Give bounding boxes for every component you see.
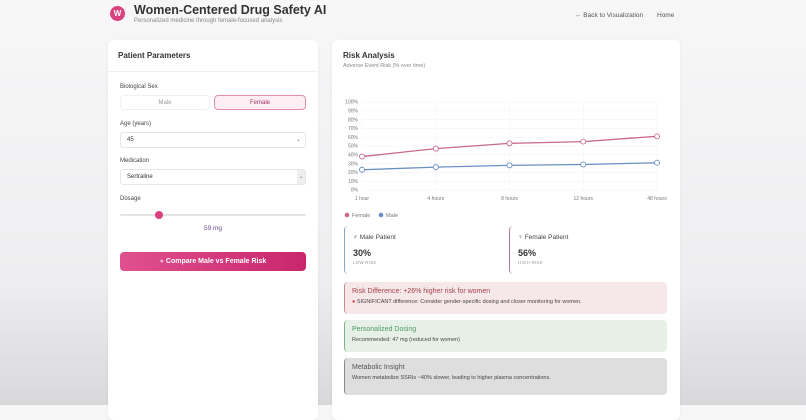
male-card-label: Male Patient [359, 234, 396, 241]
x-tick-label: 12 hours [574, 196, 594, 202]
male-icon: ♂ [353, 234, 360, 241]
female-risk-level: HIGH RISK [518, 260, 543, 265]
insight-text: Women metabolize SSRIs ~40% slower, lead… [352, 375, 551, 381]
female-card-label: Female Patient [524, 234, 569, 241]
x-tick-label: 48 hours [647, 196, 667, 202]
y-tick-label: 80% [348, 117, 359, 123]
dosing-text: Recommended: 47 mg (reduced for women) [352, 337, 460, 343]
dosage-value: 59 mg [203, 225, 223, 232]
data-point-female [359, 153, 365, 160]
y-tick-label: 20% [348, 170, 359, 176]
medication-label: Medication [120, 158, 150, 164]
x-tick-label: 1 hour [355, 196, 370, 202]
y-tick-label: 40% [348, 153, 359, 159]
risk-difference-text: SIGNIFICANT difference: Consider gender-… [356, 299, 582, 305]
y-tick-label: 60% [348, 135, 359, 141]
y-tick-label: 10% [348, 179, 359, 185]
chevron-down-icon: ⌄ [297, 170, 305, 184]
dosage-slider[interactable] [120, 211, 306, 219]
compare-button-label: Compare Male vs Female Risk [165, 258, 267, 265]
risk-title: Risk Analysis [343, 51, 395, 60]
slider-thumb[interactable] [155, 211, 164, 219]
x-tick-label: 4 hours [427, 196, 444, 202]
sex-option-female[interactable]: Female [214, 95, 306, 110]
risk-difference-title: Risk Difference: +26% higher risk for wo… [352, 288, 491, 295]
data-point-male [580, 161, 587, 168]
data-point-male [359, 166, 365, 173]
male-risk-level: LOW RISK [353, 260, 377, 265]
sex-label: Biological Sex [120, 84, 158, 90]
y-tick-label: 100% [345, 100, 358, 106]
data-point-female [506, 140, 513, 147]
insight-title: Metabolic Insight [352, 364, 405, 371]
home-link[interactable]: Home [657, 12, 675, 19]
y-tick-label: 90% [348, 109, 359, 115]
dosing-title: Personalized Dosing [352, 326, 417, 333]
sex-option-male[interactable]: Male [120, 95, 210, 110]
data-point-male [506, 162, 513, 169]
medication-value: Sertraline [127, 174, 153, 180]
data-point-female [580, 138, 587, 145]
male-risk-value: 30% [353, 248, 372, 258]
male-patient-card: ♂ Male Patient 30% LOW RISK [344, 226, 502, 274]
female-risk-value: 56% [518, 248, 537, 258]
red-circle-icon: ● [352, 299, 357, 305]
data-point-male [432, 164, 439, 171]
metabolic-insight-box: Metabolic Insight Women metabolize SSRIs… [344, 358, 667, 395]
data-point-male [654, 159, 660, 166]
risk-subtitle: Adverse Event Risk (% over time) [343, 63, 426, 69]
legend-marker [378, 212, 384, 218]
legend-label: Female [352, 213, 370, 219]
legend-label: Male [386, 213, 398, 219]
y-tick-label: 30% [348, 161, 359, 167]
y-tick-label: 0% [351, 188, 359, 194]
legend-marker [344, 212, 350, 218]
chevron-down-icon: ⌄ [295, 137, 301, 143]
back-to-visualization-link[interactable]: ← Back to Visualization [575, 12, 644, 19]
female-icon: ♀ [518, 234, 525, 241]
data-point-female [654, 133, 660, 140]
age-value: 45 [127, 137, 134, 143]
compare-button[interactable]: ● Compare Male vs Female Risk [120, 252, 306, 271]
app-title: Women-Centered Drug Safety AI [134, 3, 327, 17]
app-logo: W [110, 6, 125, 21]
age-label: Age (years) [120, 121, 152, 127]
female-patient-card: ♀ Female Patient 56% HIGH RISK [509, 226, 667, 274]
y-tick-label: 50% [348, 144, 359, 150]
panel-title: Patient Parameters [108, 40, 318, 72]
app-subtitle: Personalized medicine through female-foc… [134, 18, 283, 24]
y-tick-label: 70% [348, 126, 359, 132]
compare-icon: ● [159, 258, 166, 265]
data-point-female [432, 145, 439, 152]
dosage-label: Dosage [120, 196, 141, 202]
risk-chart: 0% 10% 20% 30% 40% 50% 60% 70% 80% 90% 100% 1 hour 4… [344, 100, 667, 219]
medication-select[interactable]: Sertraline ⌄ [120, 169, 306, 185]
age-select[interactable]: 45 ⌄ [120, 132, 306, 148]
x-tick-label: 8 hours [501, 196, 518, 202]
personalized-dosing-box: Personalized Dosing Recommended: 47 mg (… [344, 320, 667, 352]
risk-difference-alert: Risk Difference: +26% higher risk for wo… [344, 282, 667, 314]
